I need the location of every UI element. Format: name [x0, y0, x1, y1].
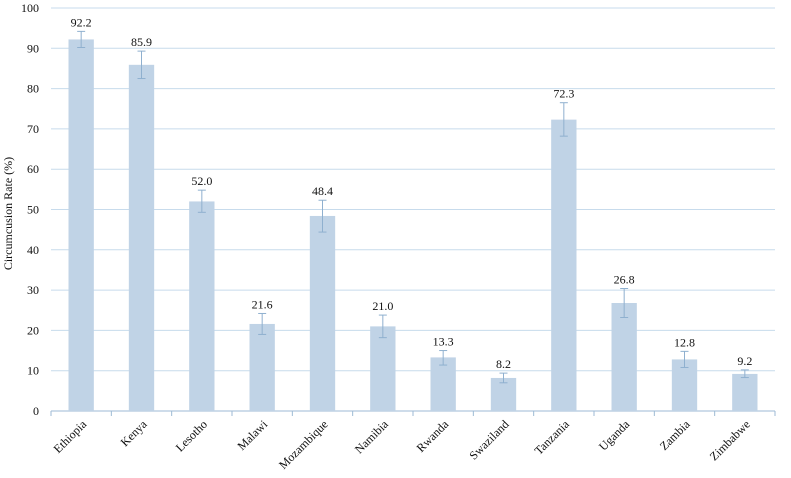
error-bar-zimbabwe — [740, 369, 749, 379]
y-axis-title: Circumcusion Rate (%) — [1, 157, 15, 270]
error-bar-kenya — [137, 50, 146, 80]
data-labels: 92.2 85.9 52.0 21.6 48.4 21.0 13.3 8.2 72.3 26.8 1… — [71, 15, 753, 371]
data-label-mozambique: 48.4 — [312, 184, 333, 198]
axes — [50, 410, 776, 416]
y-tick-label: 30 — [27, 283, 39, 297]
data-label-namibia: 21.0 — [372, 299, 393, 313]
error-bar-zambia — [680, 350, 689, 368]
error-bar-malawi — [258, 312, 267, 335]
y-tick-label: 0 — [33, 404, 39, 418]
error-bar-lesotho — [197, 189, 206, 213]
x-tick-label-zimbabwe: Zimbabwe — [707, 417, 753, 463]
bar-ethiopia — [68, 39, 94, 412]
bar-swaziland — [490, 377, 517, 411]
data-label-rwanda: 13.3 — [433, 335, 454, 349]
data-label-lesotho: 52.0 — [191, 174, 212, 188]
x-tick-label-swaziland: Swaziland — [466, 417, 511, 462]
data-label-zambia: 12.8 — [674, 335, 695, 349]
bar-namibia — [370, 326, 396, 411]
bar-lesotho — [189, 201, 215, 411]
y-tick-label: 20 — [27, 323, 39, 337]
bar-kenya — [128, 64, 155, 411]
bar-rwanda — [430, 357, 456, 411]
bars — [68, 39, 758, 412]
y-tick-label: 40 — [27, 243, 39, 257]
x-tick-label-uganda: Uganda — [596, 417, 633, 454]
x-tick-label-kenya: Kenya — [118, 417, 151, 450]
bar-zambia — [671, 359, 698, 411]
data-label-uganda: 26.8 — [614, 272, 635, 286]
data-label-malawi: 21.6 — [252, 297, 273, 311]
bar-malawi — [249, 323, 275, 411]
y-tick-labels: 0 10 20 30 40 50 60 70 80 90 100 — [21, 1, 39, 418]
error-bar-mozambique — [318, 199, 327, 233]
error-bar-rwanda — [439, 350, 448, 366]
error-bar-swaziland — [499, 372, 508, 384]
y-tick-label: 100 — [21, 1, 39, 15]
x-tick-label-zambia: Zambia — [657, 417, 693, 453]
y-tick-label: 90 — [27, 41, 39, 55]
x-tick-label-ethiopia: Ethiopia — [51, 417, 90, 456]
x-tick-label-mozambique: Mozambique — [276, 417, 331, 472]
x-tick-label-tanzania: Tanzania — [532, 417, 573, 458]
bar-mozambique — [309, 215, 336, 411]
error-bar-tanzania — [559, 102, 568, 137]
y-tick-label: 50 — [27, 203, 39, 217]
y-tick-label: 80 — [27, 82, 39, 96]
error-bars — [77, 30, 749, 384]
x-tick-label-lesotho: Lesotho — [173, 417, 210, 454]
x-tick-label-malawi: Malawi — [234, 417, 270, 453]
y-tick-label: 10 — [27, 364, 39, 378]
data-label-ethiopia: 92.2 — [71, 15, 92, 29]
x-tick-label-rwanda: Rwanda — [414, 417, 452, 455]
error-bar-ethiopia — [77, 30, 86, 48]
data-label-swaziland: 8.2 — [496, 357, 511, 371]
x-category-labels: Ethiopia Kenya Lesotho Malawi Mozambique Nami… — [51, 417, 753, 472]
gridlines — [51, 7, 775, 372]
bar-uganda — [611, 302, 637, 411]
y-tick-label: 70 — [27, 122, 39, 136]
y-tick-label: 60 — [27, 162, 39, 176]
bar-tanzania — [551, 119, 577, 412]
error-bar-uganda — [620, 287, 629, 319]
error-bar-namibia — [378, 314, 387, 339]
bar-zimbabwe — [732, 373, 758, 411]
data-label-tanzania: 72.3 — [553, 87, 574, 101]
data-label-zimbabwe: 9.2 — [737, 354, 752, 368]
x-tick-label-namibia: Namibia — [352, 417, 392, 457]
data-label-kenya: 85.9 — [131, 35, 152, 49]
